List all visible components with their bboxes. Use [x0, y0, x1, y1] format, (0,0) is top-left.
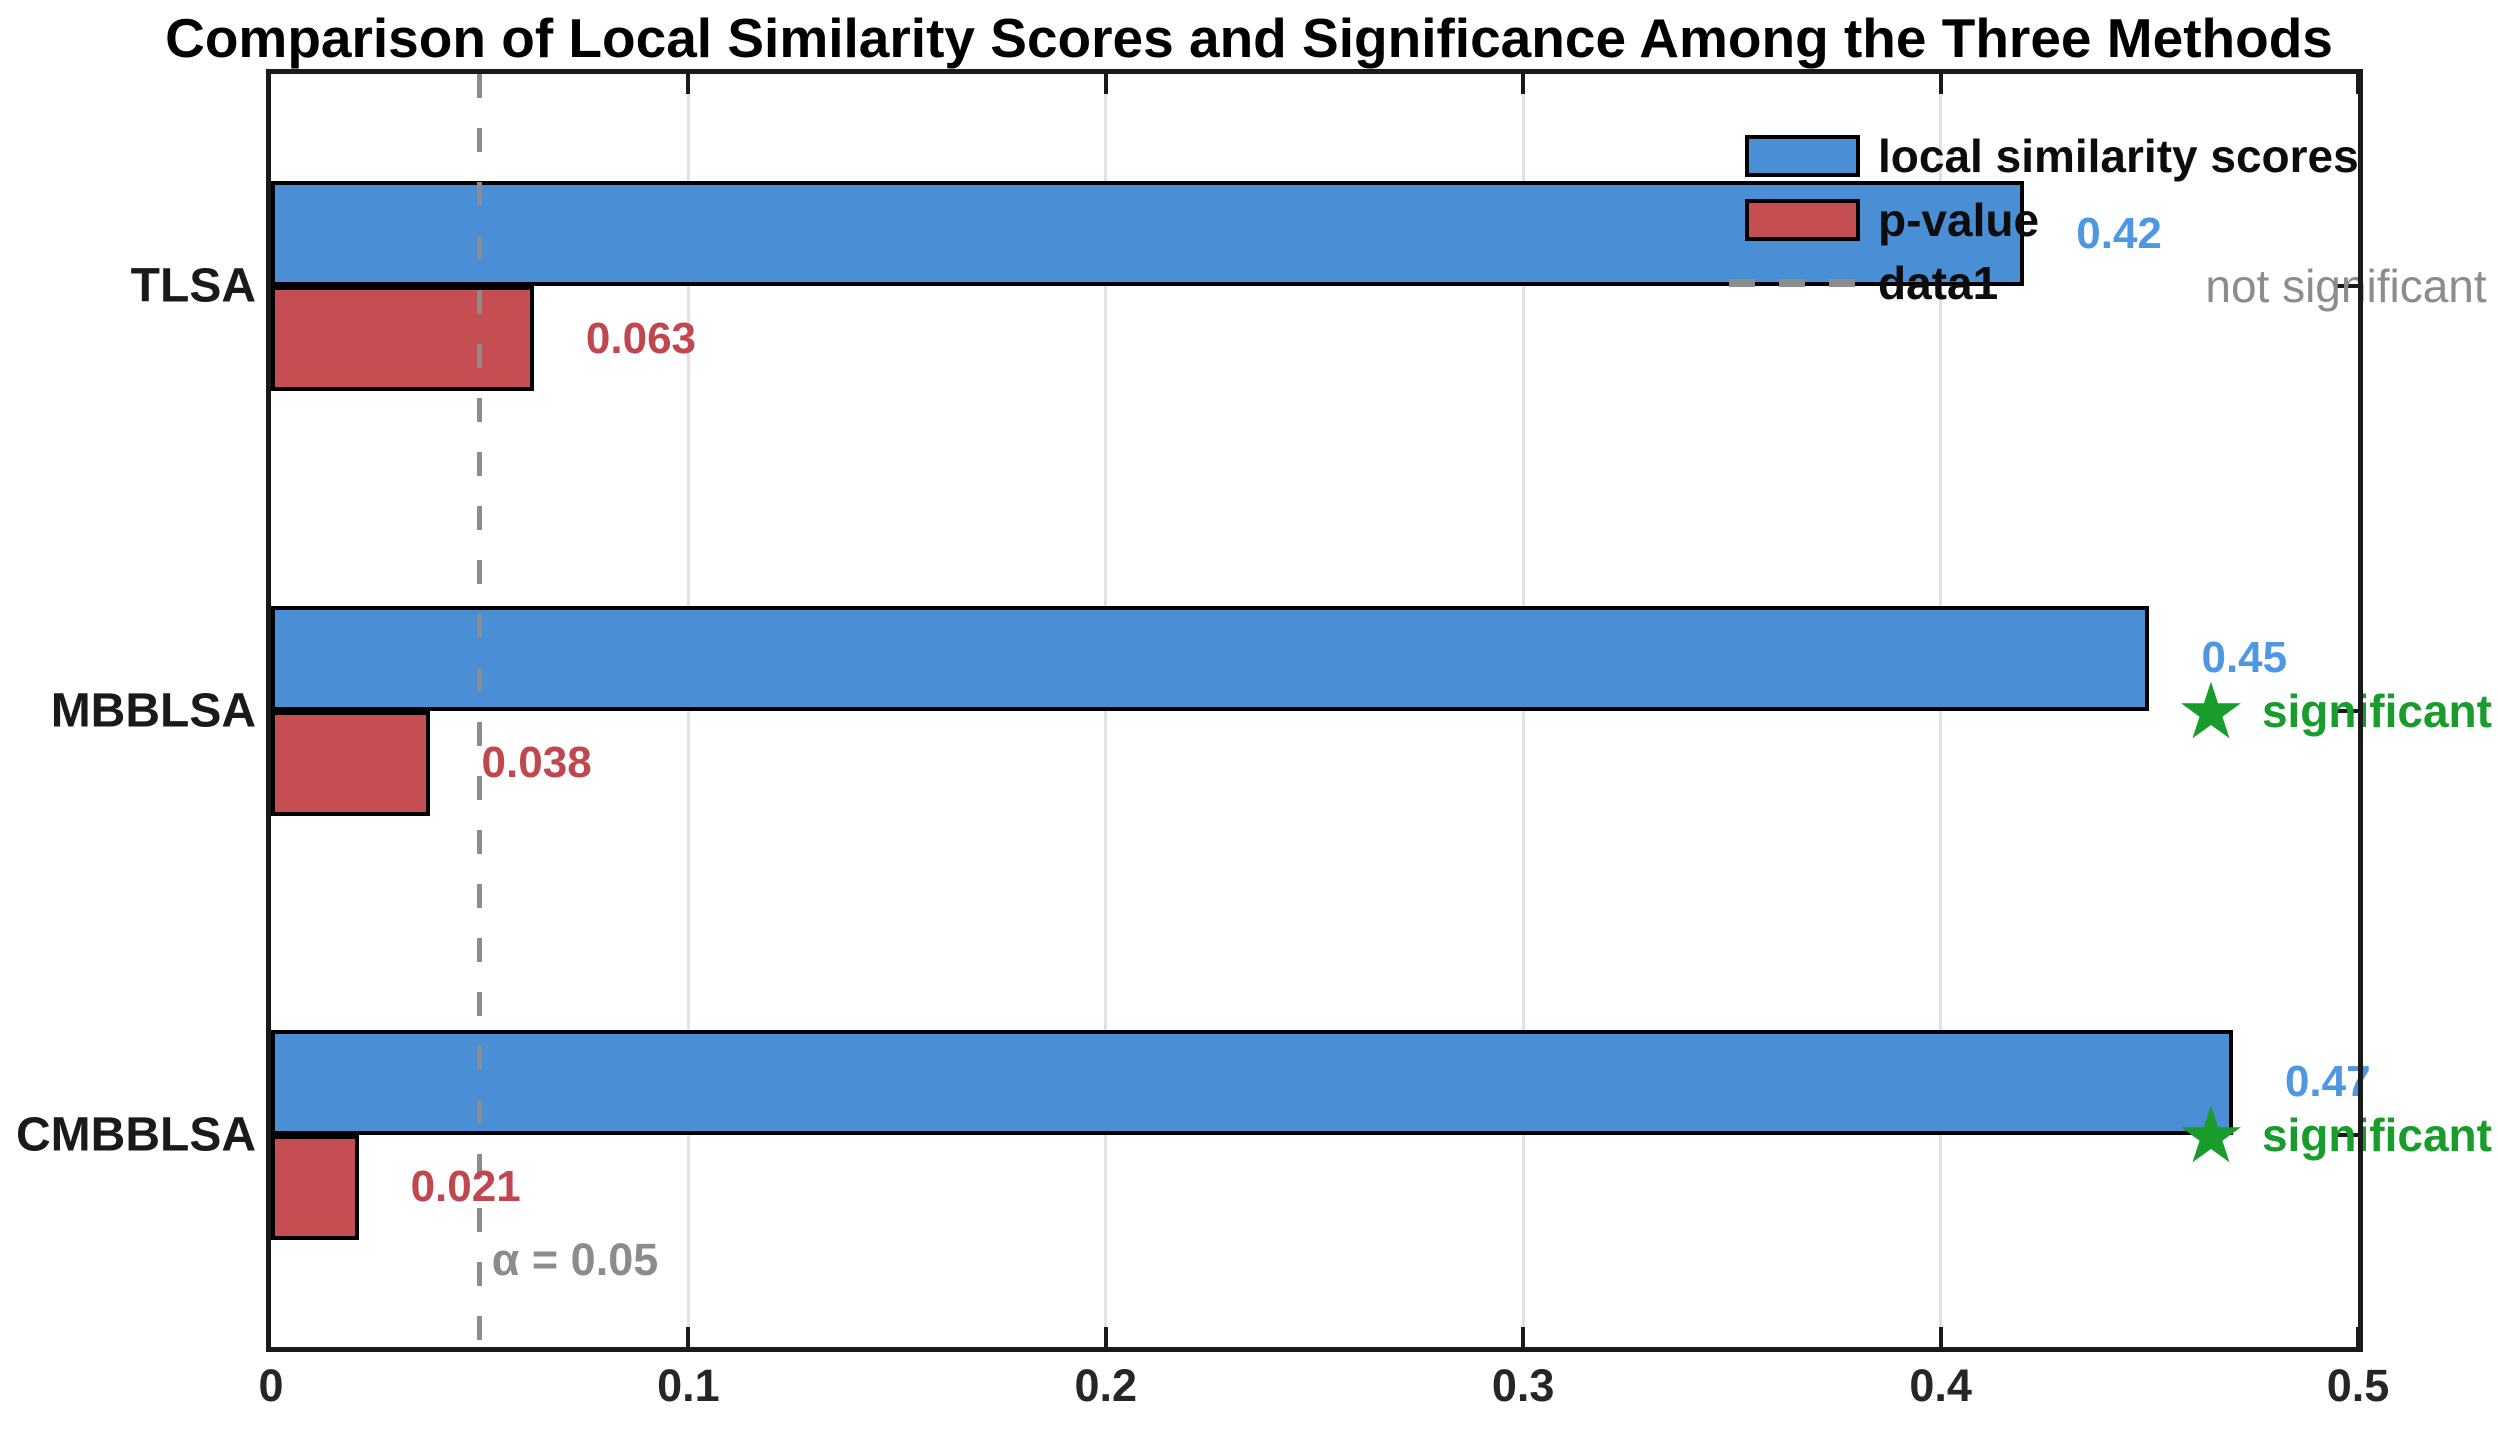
star-icon: ★: [2176, 1090, 2246, 1179]
y-tick-right: [2334, 284, 2358, 289]
star-icon: ★: [2176, 666, 2246, 755]
bar-local-similarity-CMBBLSA: [271, 1029, 2233, 1135]
x-tick-bottom: [1521, 1327, 1526, 1347]
category-label-MBBLSA: MBBLSA: [50, 684, 256, 737]
bar-p-value-TLSA: [271, 286, 534, 392]
x-tick-top: [1103, 74, 1108, 94]
x-tick-label: 0.4: [1909, 1360, 1972, 1411]
annotation-significant-CMBBLSA: ★ significant: [2176, 1096, 2492, 1174]
threshold-line: [477, 74, 483, 1347]
x-tick-label: 0: [258, 1360, 284, 1411]
x-tick-top: [1521, 74, 1526, 94]
x-tick-label: 0.1: [657, 1360, 720, 1411]
significance-text: significant: [2261, 684, 2492, 737]
value-label-pvalue-TLSA: 0.063: [585, 313, 697, 363]
value-label-score-MBBLSA: 0.45: [2201, 633, 2288, 682]
legend-dashed-line-sample: [1729, 279, 1863, 287]
x-tick-bottom: [2356, 1327, 2360, 1347]
annotation-significant-MBBLSA: ★ significant: [2176, 672, 2492, 750]
significance-text: significant: [2261, 1108, 2492, 1161]
grid-line: [1104, 74, 1108, 1347]
bar-p-value-MBBLSA: [271, 710, 430, 816]
x-tick-label: 0.3: [1491, 1360, 1555, 1411]
value-label-pvalue-CMBBLSA: 0.021: [410, 1162, 521, 1212]
bar-local-similarity-TLSA: [271, 181, 2025, 287]
annotation-not-significant-TLSA: not significant: [2205, 260, 2487, 313]
value-label-score-TLSA: 0.42: [2076, 208, 2162, 258]
x-tick-top: [1938, 74, 1943, 94]
legend-label: local similarity scores: [1878, 130, 2359, 182]
x-tick-label: 0.2: [1074, 1360, 1138, 1411]
y-tick-right: [2334, 1132, 2358, 1137]
x-tick-label: 0.5: [2326, 1360, 2390, 1411]
x-tick-bottom: [1938, 1327, 1943, 1347]
x-tick-bottom: [1103, 1327, 1108, 1347]
x-tick-bottom: [686, 1327, 691, 1347]
category-label-CMBBLSA: CMBBLSA: [16, 1108, 256, 1162]
grid-line: [1939, 74, 1943, 1347]
alpha-threshold-label: α = 0.05: [491, 1234, 659, 1285]
grid-line: [686, 74, 690, 1347]
legend-label: p-value: [1878, 194, 2040, 246]
value-label-pvalue-MBBLSA: 0.038: [481, 738, 592, 787]
legend-swatch-red: [1745, 199, 1860, 241]
chart-title: Comparison of Local Similarity Scores an…: [165, 7, 2333, 69]
plot-area: 0.42 0.063 not significant 0.45 0.038 ★ signif…: [266, 69, 2492, 1352]
grid-line: [1521, 74, 1525, 1347]
category-label-TLSA: TLSA: [130, 259, 256, 313]
x-tick-top: [2356, 74, 2360, 94]
y-tick-right: [2334, 708, 2358, 713]
value-label-score-CMBBLSA: 0.47: [2284, 1057, 2371, 1107]
bar-local-similarity-MBBLSA: [271, 605, 2150, 711]
legend-label: data1: [1878, 257, 1999, 309]
legend-swatch-blue: [1745, 135, 1860, 177]
bar-p-value-CMBBLSA: [271, 1134, 359, 1240]
x-tick-top: [686, 74, 691, 94]
